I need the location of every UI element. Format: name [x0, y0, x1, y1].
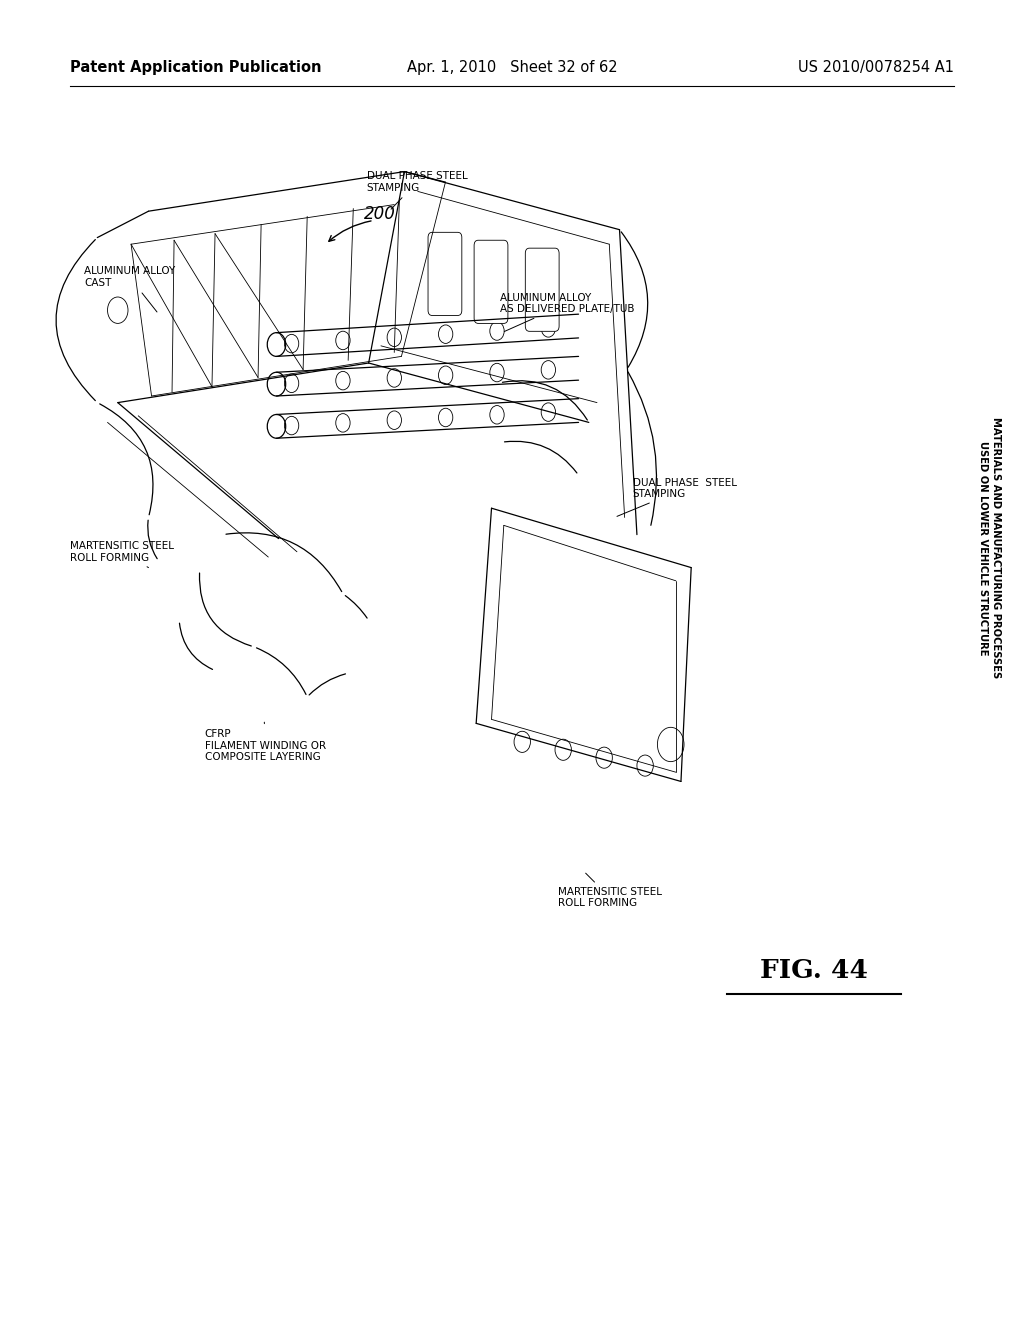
Text: MARTENSITIC STEEL
ROLL FORMING: MARTENSITIC STEEL ROLL FORMING [558, 873, 663, 908]
Text: FIG. 44: FIG. 44 [760, 958, 868, 982]
Text: US 2010/0078254 A1: US 2010/0078254 A1 [799, 59, 954, 74]
FancyBboxPatch shape [525, 248, 559, 331]
Text: DUAL PHASE STEEL
STAMPING: DUAL PHASE STEEL STAMPING [367, 172, 467, 209]
FancyBboxPatch shape [474, 240, 508, 323]
Text: 200: 200 [364, 205, 395, 223]
Text: ALUMINUM ALLOY
AS DELIVERED PLATE/TUB: ALUMINUM ALLOY AS DELIVERED PLATE/TUB [500, 293, 634, 331]
Text: Patent Application Publication: Patent Application Publication [70, 59, 322, 74]
FancyBboxPatch shape [428, 232, 462, 315]
Text: MATERIALS AND MANUFACTURING PROCESSES
USED ON LOWER VEHICLE STRUCTURE: MATERIALS AND MANUFACTURING PROCESSES US… [978, 417, 1000, 678]
Text: CFRP
FILAMENT WINDING OR
COMPOSITE LAYERING: CFRP FILAMENT WINDING OR COMPOSITE LAYER… [205, 722, 326, 763]
Text: MARTENSITIC STEEL
ROLL FORMING: MARTENSITIC STEEL ROLL FORMING [70, 541, 174, 568]
Text: DUAL PHASE  STEEL
STAMPING: DUAL PHASE STEEL STAMPING [617, 478, 737, 516]
Text: Apr. 1, 2010   Sheet 32 of 62: Apr. 1, 2010 Sheet 32 of 62 [407, 59, 617, 74]
Text: ALUMINUM ALLOY
CAST: ALUMINUM ALLOY CAST [84, 267, 175, 312]
